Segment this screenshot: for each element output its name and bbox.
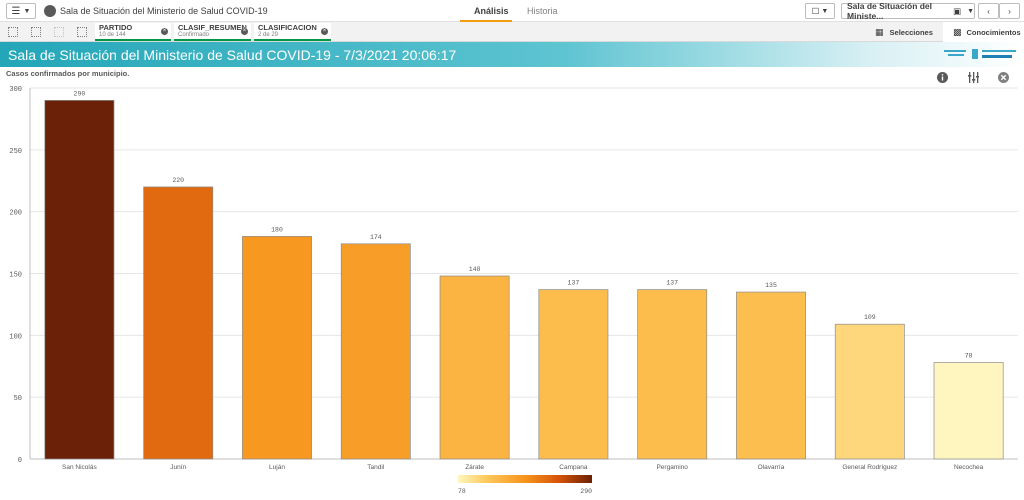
bar-value-label: 220 — [172, 177, 184, 184]
bar-value-label: 174 — [370, 234, 382, 241]
bar[interactable] — [44, 100, 115, 460]
header-banner: Sala de Situación del Ministerio de Salu… — [0, 42, 1024, 67]
insights-icon: ▩ — [953, 26, 962, 37]
bar[interactable] — [834, 323, 905, 460]
bar[interactable] — [340, 243, 411, 460]
banner-title: Sala de Situación del Ministerio de Salu… — [8, 47, 457, 63]
x-tick-label: Luján — [269, 464, 285, 471]
selection-value: Confirmado — [178, 32, 210, 38]
close-icon[interactable]: × — [241, 28, 248, 35]
bar-value-label: 137 — [666, 280, 678, 287]
chevron-left-icon: ‹ — [987, 6, 990, 16]
bar-value-label: 109 — [864, 314, 876, 321]
bar[interactable] — [736, 291, 806, 460]
x-tick-label: Junín — [170, 464, 186, 471]
color-legend-bar — [458, 475, 592, 483]
active-tab-indicator — [460, 20, 512, 22]
menu-button[interactable]: ☰ ▼ — [6, 3, 36, 19]
sheet-selector-label: Sala de Situación del Ministe... — [847, 1, 933, 21]
tab-analisis[interactable]: Análisis — [474, 6, 509, 16]
y-tick-label: 300 — [9, 86, 22, 94]
bar-value-label: 148 — [469, 266, 481, 273]
chevron-down-icon: ▼ — [23, 7, 31, 15]
bar-value-label: 78 — [965, 353, 973, 360]
x-tick-label: General Rodríguez — [842, 464, 897, 471]
x-tick-label: Necochea — [954, 464, 984, 471]
bookmark-icon: ☐ — [811, 5, 820, 16]
adjust-icon[interactable] — [968, 72, 979, 83]
next-sheet-button[interactable]: › — [999, 3, 1020, 19]
selection-field: CLASIFICACION — [258, 23, 317, 32]
chevron-right-icon: › — [1008, 6, 1011, 16]
x-tick-label: Tandil — [367, 464, 385, 471]
step-forward-icon[interactable] — [54, 27, 64, 37]
bar-value-label: 135 — [765, 282, 777, 289]
bar-value-label: 180 — [271, 226, 283, 233]
x-tick-label: Olavarría — [758, 464, 785, 471]
sheet-selector[interactable]: Sala de Situación del Ministe... ▣ ▼ — [841, 1, 975, 21]
chevron-down-icon: ▼ — [821, 7, 829, 15]
tab-historia[interactable]: Historia — [527, 6, 558, 16]
selection-value: 10 de 144 — [99, 32, 126, 38]
bar[interactable] — [439, 275, 510, 460]
info-icon[interactable] — [937, 72, 948, 83]
previous-sheet-button[interactable]: ‹ — [978, 3, 999, 19]
selection-chip-partido[interactable]: PARTIDO 10 de 144 × — [95, 23, 171, 41]
x-tick-label: San Nicolás — [62, 464, 97, 471]
bar[interactable] — [637, 289, 708, 460]
selections-button[interactable]: ▦ Selecciones — [865, 22, 943, 42]
selections-label: Selecciones — [889, 27, 933, 37]
selections-icon: ▦ — [875, 26, 884, 37]
step-back-icon[interactable] — [31, 27, 41, 37]
app-title: Sala de Situación del Ministerio de Salu… — [60, 6, 268, 16]
color-legend-max: 290 — [580, 488, 592, 495]
selection-bar: PARTIDO 10 de 144 × CLASIF_RESUMEN Confi… — [0, 22, 1024, 42]
selection-field: CLASIF_RESUMEN — [178, 23, 247, 32]
y-tick-label: 0 — [18, 457, 22, 465]
clear-all-icon[interactable] — [77, 27, 87, 37]
insights-label: Conocimientos — [966, 27, 1021, 37]
x-tick-label: Campana — [559, 464, 588, 471]
bar-value-label: 137 — [568, 280, 580, 287]
x-tick-label: Zárate — [465, 464, 484, 471]
y-tick-label: 100 — [9, 333, 22, 341]
bar[interactable] — [538, 289, 609, 460]
bar-chart: 0 50 100 150 200 250 300 290 San Nicolás 220 Junín… — [9, 86, 1018, 495]
insights-button[interactable]: ▩ Conocimientos — [943, 22, 1024, 42]
globe-icon — [44, 5, 56, 17]
y-tick-label: 250 — [9, 148, 22, 156]
close-icon[interactable]: × — [321, 28, 328, 35]
selection-chip-clasificacion[interactable]: CLASIFICACION 2 de 29 × — [254, 23, 331, 41]
smart-search-icon[interactable] — [8, 27, 18, 37]
chevron-down-icon: ▼ — [967, 7, 974, 15]
close-icon[interactable]: × — [161, 28, 168, 35]
y-tick-label: 50 — [14, 395, 22, 403]
hamburger-icon: ☰ — [11, 5, 21, 17]
bar[interactable] — [933, 362, 1004, 460]
color-legend-min: 78 — [458, 488, 466, 495]
bar[interactable] — [143, 186, 214, 460]
ministry-logo — [944, 49, 1016, 59]
y-tick-label: 150 — [9, 272, 22, 280]
selection-chip-clasif-resumen[interactable]: CLASIF_RESUMEN Confirmado × — [174, 23, 251, 41]
close-icon[interactable] — [998, 72, 1009, 83]
y-tick-label: 200 — [9, 210, 22, 218]
bar-value-label: 290 — [74, 90, 86, 97]
chart-title: Casos confirmados por municipio. — [6, 69, 130, 78]
selection-field: PARTIDO — [99, 23, 133, 32]
bookmark-button[interactable]: ☐ ▼ — [805, 3, 835, 19]
top-toolbar: ☰ ▼ Sala de Situación del Ministerio de … — [0, 0, 1024, 22]
selection-value: 2 de 29 — [258, 32, 279, 38]
x-tick-label: Pergamino — [656, 464, 688, 471]
sheet-icon: ▣ — [953, 5, 962, 16]
bar[interactable] — [242, 236, 312, 460]
